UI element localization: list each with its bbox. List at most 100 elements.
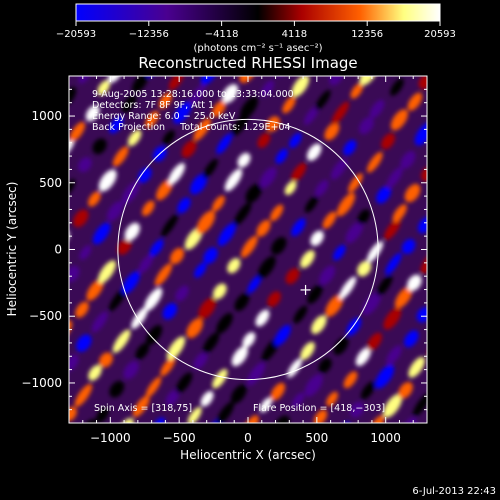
annotation-time-range: 9-Aug-2005 13:28:16.000 to 13:33:04.000 (92, 89, 294, 100)
heat-blob-positive (257, 132, 271, 148)
heat-blob-negative (200, 76, 219, 85)
heat-blob-positive (424, 425, 447, 451)
heat-blob-negative (375, 364, 394, 389)
heat-blob-negative (417, 216, 427, 234)
heat-blob-positive (339, 276, 357, 300)
heat-blob-negative (135, 343, 150, 360)
heat-blob-positive (311, 315, 327, 334)
heat-blob-positive (367, 332, 382, 351)
heat-blob-positive (270, 204, 284, 222)
heat-blob-positive (127, 129, 142, 147)
heat-blob-negative (291, 218, 306, 237)
heat-blob-positive (181, 140, 197, 158)
heat-blob-negative (109, 116, 124, 134)
heat-blob-positive (193, 117, 212, 141)
x-tick-label: −500 (163, 431, 196, 445)
heat-blob-positive (212, 368, 228, 389)
heat-blob-positive (383, 307, 402, 330)
heat-blob-negative (173, 101, 192, 124)
heat-blob-negative (216, 133, 232, 155)
heat-blob-negative (275, 148, 288, 164)
heat-blob-negative (145, 324, 163, 346)
heat-blob-positive (433, 229, 452, 250)
heat-blob-negative (261, 80, 275, 97)
heat-blob-positive (240, 235, 258, 258)
heat-blob-positive (424, 336, 447, 362)
heat-blob-negative (121, 94, 137, 113)
heat-blob-negative (412, 393, 427, 417)
x-axis-label: Heliocentric X (arcsec) (180, 448, 316, 462)
heat-blob-positive (160, 356, 176, 377)
heat-blob-positive (336, 192, 356, 217)
heat-blob-negative (400, 151, 416, 169)
heat-blob-positive (282, 96, 296, 114)
heat-blob-positive (383, 393, 403, 418)
x-tick-label: 1000 (370, 431, 401, 445)
heat-blob-positive (284, 180, 297, 195)
colorbar-ticks: −20593 −12356 −4118 4118 12356 20593 (56, 21, 456, 40)
heat-blob-positive (239, 76, 258, 84)
heat-blob-negative (69, 87, 77, 109)
x-tick-label: −1000 (90, 431, 131, 445)
plot-area: −1000 −500 0 500 1000 −1000 −500 0 500 1000 9-Au… (21, 45, 456, 451)
heat-blob-negative (95, 407, 109, 423)
heat-blob-negative (307, 284, 323, 304)
heat-blob-negative (376, 275, 393, 296)
colorbar-unit-label: (photons cm⁻² s⁻¹ asec⁻²) (193, 43, 322, 54)
heat-blob-negative (314, 179, 329, 197)
heat-blob-negative (92, 138, 107, 155)
heat-blob-positive (300, 341, 315, 360)
heat-blob-negative (138, 254, 154, 274)
heat-blob-positive (168, 76, 185, 91)
heat-blob-negative (177, 197, 191, 214)
heat-blob-negative (345, 221, 364, 244)
heat-blob-negative (401, 239, 416, 254)
heat-blob-positive (98, 169, 117, 192)
heat-blob-negative (123, 361, 139, 380)
heat-blob-negative (329, 76, 344, 86)
timestamp: 6-Jul-2013 22:43 (412, 486, 496, 497)
heat-blob-negative (131, 76, 148, 93)
heat-blob-negative (78, 157, 92, 173)
heat-blob-negative (202, 332, 220, 354)
heat-blob-negative (152, 417, 166, 423)
heat-blob-positive (187, 406, 202, 423)
heat-blob-negative (390, 78, 404, 96)
heat-blob-negative (333, 244, 346, 261)
heat-blob-negative (193, 351, 208, 370)
annotation-detectors: Detectors: 7F 8F 9F, Att 1 (92, 100, 214, 111)
heat-blob-positive (390, 109, 408, 131)
x-axis-ticks: −1000 −500 0 500 1000 (82, 76, 414, 445)
annotation-method-counts: Back Projection Total counts: 1.29E+04 (92, 122, 291, 133)
heat-blob-positive (212, 283, 227, 300)
chart-title: Reconstructed RHESSI Image (138, 54, 357, 72)
heat-blob-negative (293, 305, 308, 324)
heat-blob-negative (79, 245, 92, 260)
heat-blob-positive (124, 222, 140, 241)
heat-blob-positive (48, 47, 71, 73)
heat-blob-positive (88, 191, 101, 207)
heat-blob-negative (430, 282, 448, 301)
heat-blob-negative (87, 45, 111, 73)
heat-blob-positive (431, 50, 451, 73)
heat-blob-negative (259, 166, 277, 188)
heat-blob-negative (291, 392, 305, 409)
heat-blob-positive (170, 247, 185, 265)
colorbar-gradient (75, 3, 441, 22)
heat-blob-negative (217, 222, 236, 247)
heat-blob-negative (304, 374, 323, 397)
heat-blob-negative (92, 222, 111, 245)
heat-blob-positive (97, 80, 111, 96)
heat-blob-positive (434, 139, 456, 164)
heat-blob-negative (350, 402, 364, 418)
heat-blob-negative (76, 334, 92, 352)
heat-blob-positive (132, 395, 150, 418)
heat-blob-positive (322, 211, 337, 229)
heat-blob-negative (399, 53, 420, 76)
heat-blob-negative (203, 247, 218, 264)
heat-blob-negative (239, 96, 259, 120)
heat-blob-positive (186, 318, 204, 339)
heat-blob-positive (141, 200, 155, 216)
heat-blob-positive (107, 76, 124, 83)
